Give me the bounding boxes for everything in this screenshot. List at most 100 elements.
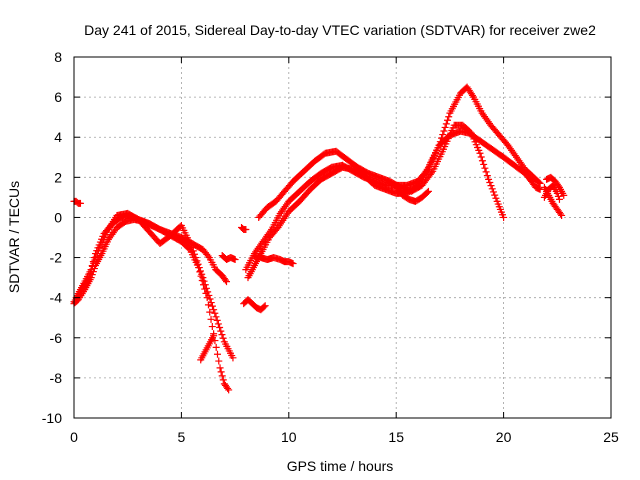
data-point <box>221 276 229 284</box>
y-tick-label: 0 <box>54 209 62 225</box>
series-track-h <box>240 296 269 314</box>
data-point <box>207 299 215 307</box>
x-tick-label: 5 <box>178 429 186 445</box>
data-point <box>216 364 224 372</box>
data-point <box>198 270 206 278</box>
data-point <box>208 302 216 310</box>
series-track-p <box>392 183 432 205</box>
data-point <box>206 295 214 303</box>
data-point <box>436 138 444 146</box>
data-point <box>557 210 565 218</box>
data-point <box>266 227 274 235</box>
data-point <box>200 277 208 285</box>
y-tick-label: -4 <box>50 290 63 306</box>
series-track-d <box>70 197 84 207</box>
data-point <box>428 169 436 177</box>
data-point <box>261 302 269 310</box>
data-point <box>216 324 224 332</box>
series-track-g <box>255 121 508 221</box>
y-tick-label: 4 <box>54 129 62 145</box>
data-point <box>188 244 196 252</box>
data-point <box>558 211 566 219</box>
data-point <box>208 323 216 331</box>
series-track-o <box>540 181 563 203</box>
series-track-i <box>250 252 297 268</box>
data-point <box>202 284 210 292</box>
data-point <box>468 91 476 99</box>
plot-frame <box>73 56 612 419</box>
data-point <box>88 262 96 270</box>
data-point <box>289 260 297 268</box>
data-point <box>560 191 568 199</box>
data-point <box>217 368 225 376</box>
data-point <box>423 167 431 175</box>
data-point <box>189 247 197 255</box>
series-track-f <box>242 83 544 274</box>
data-point <box>191 250 199 258</box>
data-point <box>438 134 446 142</box>
data-point <box>204 252 212 260</box>
data-point <box>231 256 239 264</box>
data-point <box>500 213 508 221</box>
data-point <box>76 199 84 207</box>
data-point <box>492 194 500 202</box>
data-point <box>423 188 431 196</box>
x-tick-label: 15 <box>388 429 404 445</box>
data-point <box>194 260 202 268</box>
data-point <box>487 182 495 190</box>
data-point <box>212 313 220 321</box>
data-point <box>196 267 204 275</box>
data-point <box>477 153 485 161</box>
data-point <box>485 175 493 183</box>
data-point <box>213 316 221 324</box>
data-point <box>93 250 101 258</box>
data-point <box>435 141 443 149</box>
y-tick-label: 6 <box>54 89 62 105</box>
data-point <box>218 331 226 339</box>
data-point <box>92 253 100 261</box>
data-point <box>211 309 219 317</box>
y-tick-label: -8 <box>50 370 63 386</box>
series-track-j <box>218 252 239 264</box>
data-point <box>536 179 544 187</box>
data-point <box>445 113 453 121</box>
data-point <box>554 192 562 200</box>
data-point <box>204 288 212 296</box>
x-tick-label: 10 <box>281 429 297 445</box>
data-point <box>90 259 98 267</box>
data-point <box>480 160 488 168</box>
y-tick-label: -10 <box>42 410 62 426</box>
data-point <box>95 247 103 255</box>
data-point <box>441 123 449 131</box>
data-point <box>210 306 218 314</box>
data-point <box>223 278 231 286</box>
data-point <box>466 128 474 136</box>
data-point <box>87 266 95 274</box>
y-tick-label: 2 <box>54 169 62 185</box>
data-point <box>483 172 491 180</box>
data-point <box>199 274 207 282</box>
data-point <box>212 343 220 351</box>
data-point <box>442 120 450 128</box>
data-point <box>207 315 215 323</box>
data-point <box>213 350 221 358</box>
data-point <box>193 257 201 265</box>
data-point <box>214 320 222 328</box>
data-point <box>491 191 499 199</box>
data-point <box>91 256 99 264</box>
x-tick-label: 20 <box>496 429 512 445</box>
data-point <box>224 384 232 392</box>
data-point <box>488 185 496 193</box>
y-tick-label: -2 <box>50 250 63 266</box>
data-point <box>215 357 223 365</box>
y-tick-label: -6 <box>50 330 63 346</box>
data-point <box>482 168 490 176</box>
data-point <box>260 303 268 311</box>
series-track-l <box>238 223 250 233</box>
axis-ticks: 0 5 10 15 20 25 -10 -8 -6 -4 -2 0 2 4 6 8 <box>42 49 619 445</box>
data-point <box>195 264 203 272</box>
data-point <box>206 308 214 316</box>
data-point <box>553 189 561 197</box>
data-point <box>555 195 563 203</box>
data-point <box>242 225 250 233</box>
